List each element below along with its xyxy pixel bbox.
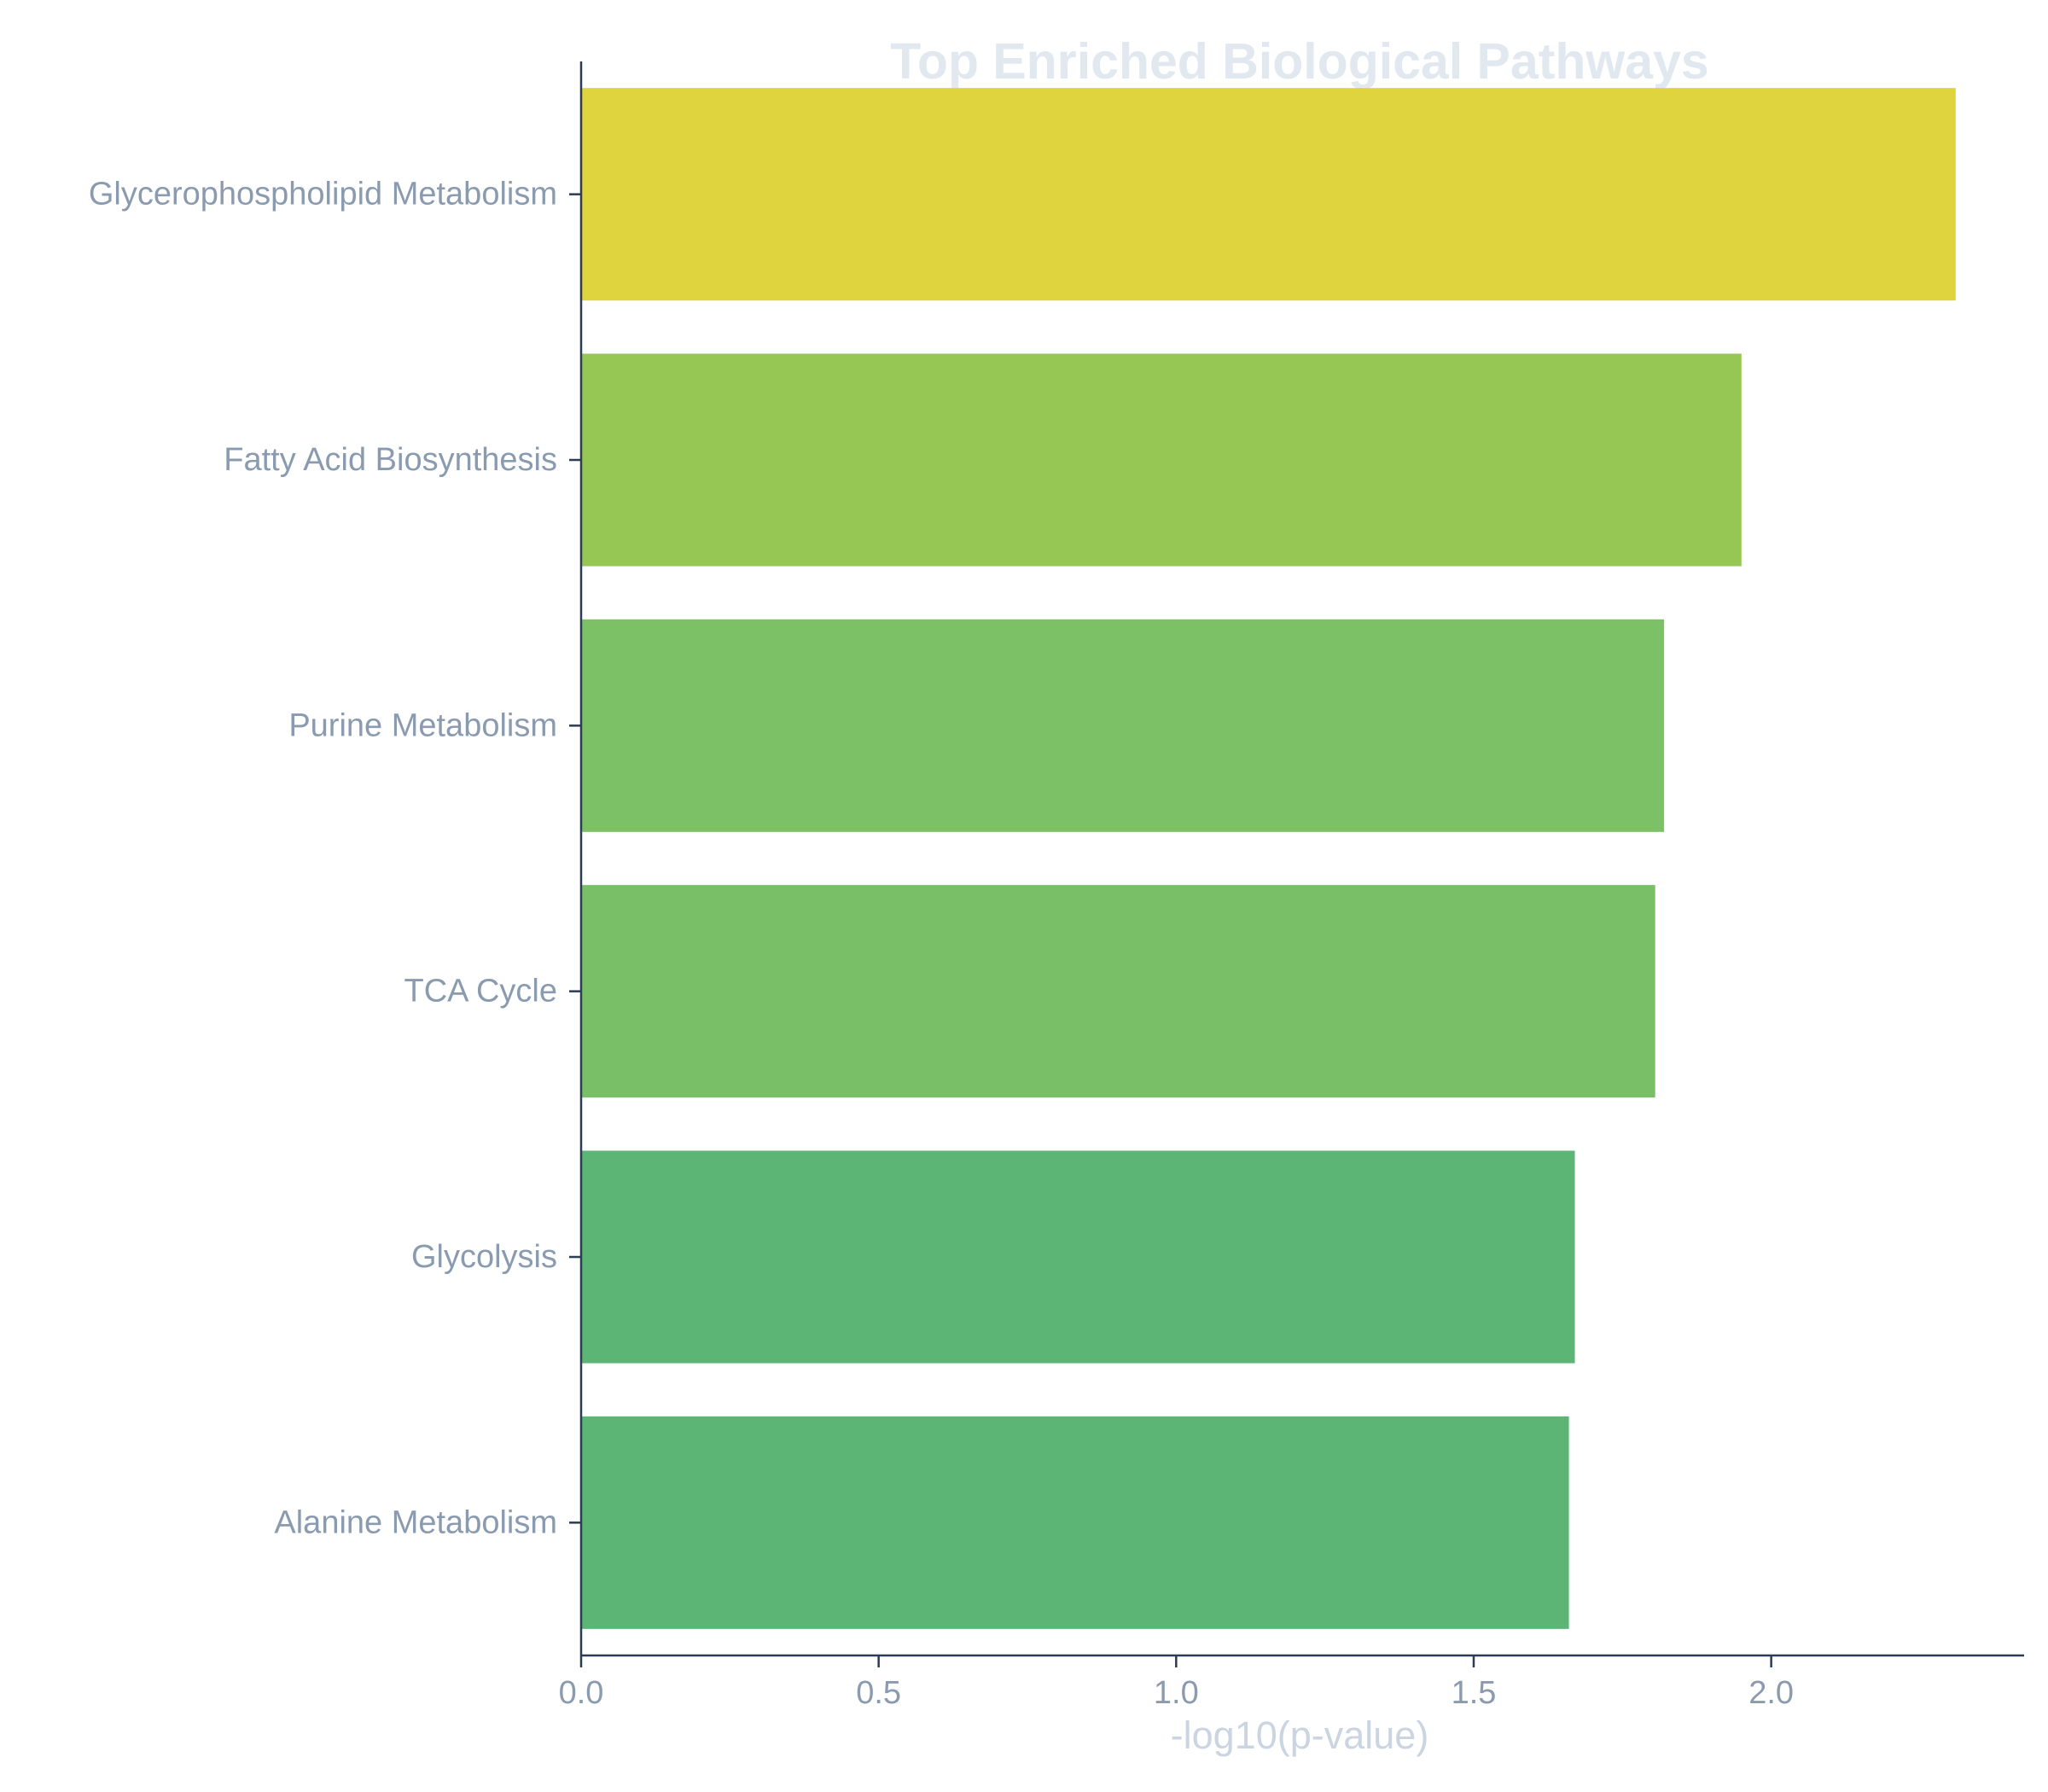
- bar-6: [581, 1416, 1569, 1629]
- y-axis-ticks: Glycerophospholipid Metabolism Fatty Acid…: [89, 177, 581, 1540]
- x-tick-label: 0.5: [856, 1675, 901, 1711]
- bar-1: [581, 88, 1956, 301]
- x-tick-label: 1.5: [1452, 1675, 1497, 1711]
- y-tick-label: Glycolysis: [411, 1239, 557, 1275]
- bar-4: [581, 885, 1655, 1098]
- bar-3: [581, 619, 1665, 832]
- x-tick-label: 1.0: [1154, 1675, 1199, 1711]
- bar-5: [581, 1150, 1575, 1364]
- x-tick-label: 0.0: [559, 1675, 604, 1711]
- y-tick-label: Glycerophospholipid Metabolism: [89, 177, 557, 212]
- bar-2: [581, 353, 1742, 567]
- y-tick-label: Alanine Metabolism: [274, 1504, 557, 1540]
- y-tick-label: TCA Cycle: [404, 974, 557, 1009]
- x-tick-label: 2.0: [1748, 1675, 1794, 1711]
- bars-layer: [581, 88, 1956, 1629]
- chart-title: Top Enriched Biological Pathways: [890, 33, 1708, 90]
- x-axis-ticks: 0.0 0.5 1.0 1.5 2.0: [559, 1655, 1794, 1711]
- y-tick-label: Purine Metabolism: [288, 707, 557, 743]
- y-tick-label: Fatty Acid Biosynthesis: [224, 442, 557, 478]
- x-axis-label: -log10(p-value): [1171, 1713, 1429, 1757]
